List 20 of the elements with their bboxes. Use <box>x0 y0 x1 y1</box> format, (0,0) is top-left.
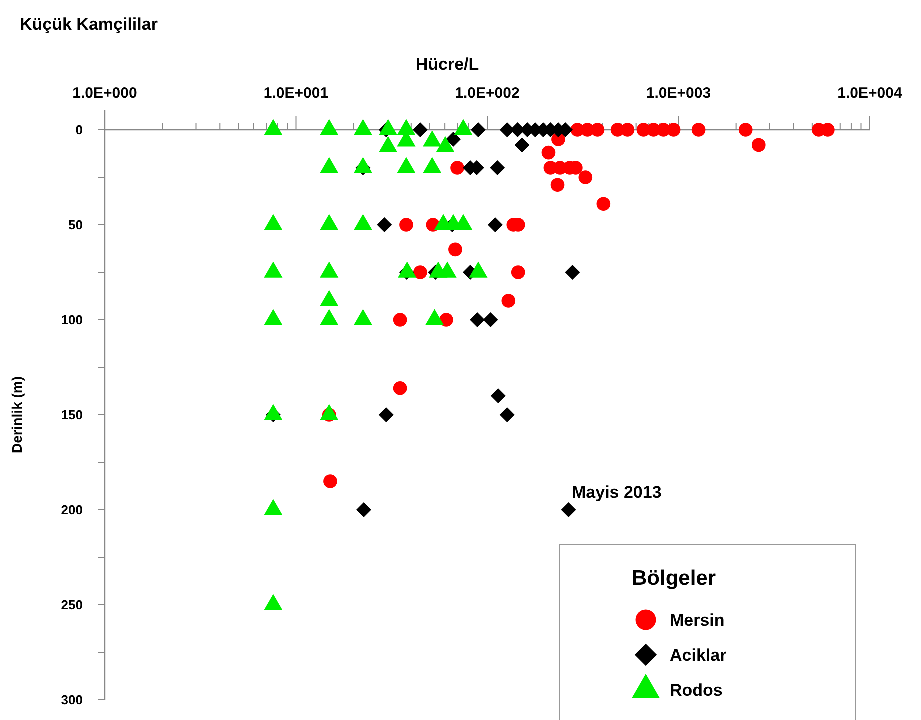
chart-title: Küçük Kamçililar <box>20 15 158 34</box>
x-tick-label: 1.0E+000 <box>72 85 138 102</box>
x-tick-label: 1.0E+002 <box>455 85 520 102</box>
legend-label: Aciklar <box>670 646 728 665</box>
y-tick-label: 200 <box>61 502 83 518</box>
annotation: Mayis 2013 <box>572 483 662 502</box>
y-tick-label: 100 <box>61 312 83 328</box>
y-axis-title: Derinlik (m) <box>9 376 25 454</box>
x-tick-label: 1.0E+003 <box>646 85 712 102</box>
legend-label: Rodos <box>670 680 723 700</box>
y-tick-label: 150 <box>61 408 83 423</box>
x-axis-title: Hücre/L <box>416 55 480 74</box>
y-tick-label: 0 <box>76 122 83 138</box>
x-tick-label: 1.0E+001 <box>264 85 329 102</box>
y-tick-label: 300 <box>61 692 83 708</box>
legend-title: Bölgeler <box>632 567 716 590</box>
y-tick-label: 50 <box>68 218 83 233</box>
x-tick-label: 1.0E+004 <box>838 85 903 102</box>
y-tick-label: 250 <box>61 598 83 613</box>
legend-label: Mersin <box>670 610 725 630</box>
